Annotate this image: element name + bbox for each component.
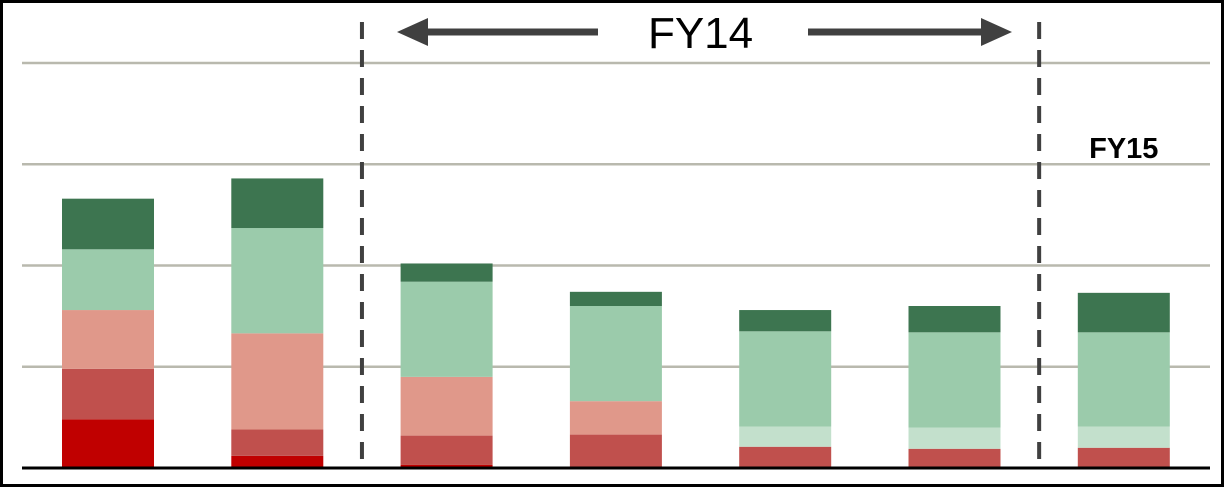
stacked-bar [231,178,324,468]
bar-segment [908,332,1001,428]
bar-segment [739,331,832,427]
bar-segment [62,419,154,468]
bar-segment [739,446,832,468]
bar-segment [231,429,324,456]
bar-segment [1077,292,1170,333]
stacked-bar [739,310,832,468]
bar-segment [231,228,324,334]
bar-segment [739,310,832,332]
bar-segment [1077,426,1170,448]
stacked-bar [62,198,154,468]
fy15-label: FY15 [1089,133,1158,165]
bar-segment [62,198,154,250]
bar-segment [569,401,662,435]
stacked-bar [1077,292,1170,468]
arrow-left-icon [397,18,598,46]
bar-segment [400,376,493,436]
bar-segment [1077,447,1170,468]
bar-segment [908,427,1001,449]
bar-segment [908,306,1001,333]
bar-segment [400,464,493,468]
stacked-bar [569,291,662,468]
bar-segment [1077,332,1170,427]
bar-segment [231,455,324,468]
bar-segment [62,249,154,311]
bar-segment [569,306,662,402]
stacked-bar [400,263,493,468]
bar-group [62,178,1170,468]
bar-segment [908,448,1001,468]
bar-segment [400,281,493,377]
period-dividers [359,22,1042,468]
stacked-bar [908,306,1001,468]
bar-segment [569,291,662,306]
arrow-right-icon [808,18,1012,46]
bar-segment [739,426,832,447]
bar-segment [62,368,154,420]
bar-segment [400,263,493,282]
bar-segment [569,434,662,468]
bar-segment [400,435,493,465]
bar-segment [231,178,324,229]
period-arrows [397,18,1012,46]
fy14-label: FY14 [648,9,753,58]
bar-segment [231,333,324,430]
bar-segment [62,310,154,369]
